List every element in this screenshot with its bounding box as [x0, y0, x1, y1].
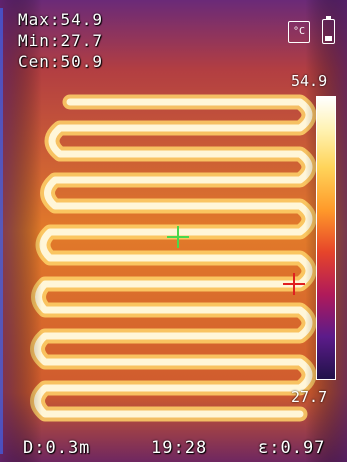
left-edge-marker — [0, 8, 3, 454]
max-temperature: Max:54.9 — [18, 10, 104, 29]
battery-icon — [322, 16, 335, 44]
temperature-unit-icon[interactable]: °C — [288, 21, 310, 43]
min-temperature: Min:27.7 — [18, 31, 104, 50]
color-scale-bar — [316, 96, 336, 380]
time-readout: 19:28 — [151, 438, 208, 458]
scale-max-label: 54.9 — [291, 72, 328, 90]
emissivity-readout: ε:0.97 — [258, 438, 326, 458]
center-temperature: Cen:50.9 — [18, 52, 104, 71]
center-crosshair-icon — [167, 226, 189, 248]
scale-min-label: 27.7 — [291, 388, 328, 406]
temperature-readouts: Max:54.9 Min:27.7 Cen:50.9 — [18, 9, 103, 72]
max-temperature-crosshair-icon — [283, 273, 305, 295]
distance-readout: D:0.3m — [23, 438, 91, 458]
